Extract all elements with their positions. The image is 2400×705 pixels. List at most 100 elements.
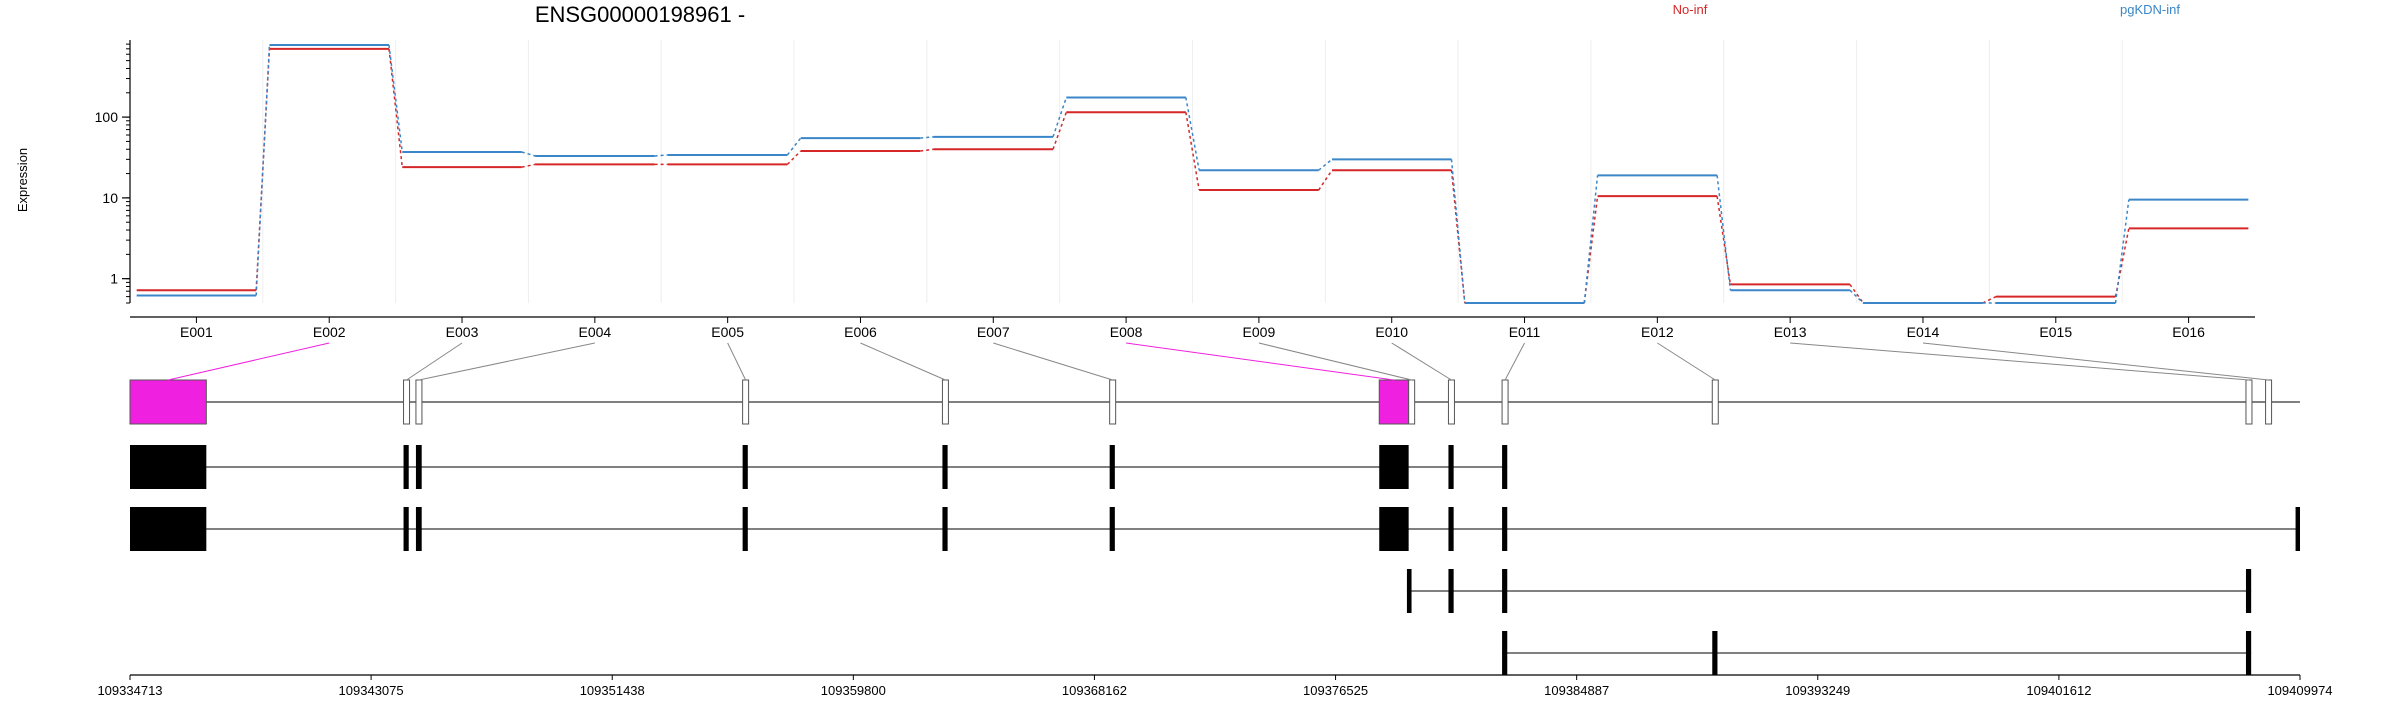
y-tick-label: 10 (102, 190, 118, 206)
transcript-row (130, 507, 2300, 551)
exon-connector (1657, 342, 1716, 381)
genome-tick-label: 109368162 (1062, 683, 1127, 698)
data-connector (654, 154, 668, 157)
transcript-exon (1406, 569, 1412, 613)
transcript-row (1406, 569, 2252, 613)
exon-block (129, 379, 207, 425)
chart-title: ENSG00000198961 - (535, 2, 745, 27)
transcript-exon (942, 507, 948, 551)
genome-tick-label: 109384887 (1544, 683, 1609, 698)
transcript-exon (130, 507, 207, 551)
x-tick-label: E010 (1375, 324, 1408, 340)
genome-tick-label: 109409974 (2267, 683, 2332, 698)
transcript-exon (2245, 569, 2252, 613)
transcript-exon (1379, 507, 1409, 551)
transcript-exon (415, 445, 422, 489)
x-tick-label: E002 (313, 324, 346, 340)
data-connector (2114, 199, 2130, 304)
data-connector (1318, 158, 1333, 171)
genome-tick-label: 109401612 (2026, 683, 2091, 698)
data-connector (1052, 111, 1068, 150)
legend-entry-pgkdn-inf: pgKDN-inf (2120, 2, 2180, 17)
transcript-exon (1502, 569, 1508, 613)
x-tick-label: E003 (446, 324, 479, 340)
exon-connector (993, 342, 1113, 381)
genome-tick-label: 109334713 (97, 683, 162, 698)
x-tick-label: E006 (844, 324, 877, 340)
data-connector (920, 136, 934, 139)
exon-connector (1922, 342, 2269, 381)
exon-block (1408, 379, 1416, 425)
data-connector (1716, 196, 1732, 285)
data-connector (521, 163, 536, 168)
exon-block (1109, 379, 1117, 425)
x-tick-label: E015 (2039, 324, 2072, 340)
transcript-exon (742, 445, 748, 489)
data-connector (1450, 170, 1466, 304)
data-connector (1185, 112, 1200, 191)
data-connector (1716, 175, 1732, 291)
transcript-exon (1448, 569, 1454, 613)
exon-connector (1790, 342, 2250, 381)
transcript-exon (742, 507, 748, 551)
x-tick-label: E014 (1907, 324, 1940, 340)
genome-tick-label: 109376525 (1303, 683, 1368, 698)
exon-block (1711, 379, 1719, 425)
genome-tick-label: 109343075 (339, 683, 404, 698)
data-connector (1982, 295, 1997, 304)
exon-block (1447, 379, 1455, 425)
y-axis-label: Expression (15, 148, 30, 212)
transcript-exon (1109, 445, 1115, 489)
data-connector (1052, 97, 1068, 138)
transcript-exon (2245, 631, 2252, 675)
transcript-exon (403, 445, 409, 489)
transcript-exon (1502, 445, 1508, 489)
transcript-exon (1502, 631, 1508, 675)
x-tick-label: E012 (1641, 324, 1674, 340)
transcript-exon (1712, 631, 1718, 675)
data-connector (521, 151, 536, 157)
exon-block (1501, 379, 1509, 425)
transcript-exon (1502, 507, 1508, 551)
x-tick-label: E001 (180, 324, 213, 340)
genome-tick-label: 109393249 (1785, 683, 1850, 698)
exon-block (1378, 379, 1410, 425)
transcript-exon (942, 445, 948, 489)
x-tick-label: E004 (578, 324, 611, 340)
x-tick-label: E009 (1243, 324, 1276, 340)
exon-connector (1504, 342, 1525, 381)
exon-block (742, 379, 750, 425)
x-tick-label: E016 (2172, 324, 2205, 340)
data-connector (388, 48, 404, 168)
series-pgkdn-inf (136, 44, 2249, 304)
exon-connector (406, 342, 463, 381)
y-tick-label: 1 (110, 271, 118, 287)
transcript-exon (1448, 445, 1454, 489)
exon-block (2245, 379, 2253, 425)
y-tick-label: 100 (95, 109, 119, 125)
data-connector (1318, 169, 1333, 191)
gene-model-track: 109334713 109343075 109351438 109359800 1093… (97, 342, 2333, 698)
transcript-exon (130, 445, 207, 489)
exon-connector (168, 342, 330, 381)
data-connector (920, 148, 934, 152)
exon-block (941, 379, 949, 425)
x-tick-label: E013 (1774, 324, 1807, 340)
transcript-row (1502, 631, 2252, 675)
genome-tick-label: 109359800 (821, 683, 886, 698)
data-connector (1450, 159, 1466, 304)
x-tick-label: E011 (1509, 324, 1541, 340)
transcript-row (130, 445, 1508, 489)
exon-connector (727, 342, 747, 381)
x-tick-label: E007 (977, 324, 1010, 340)
transcript-exon (403, 507, 409, 551)
exon-connector (1258, 342, 1412, 381)
transcript-exon (1109, 507, 1115, 551)
exon-connector (1391, 342, 1452, 381)
exon-block (2265, 379, 2273, 425)
exon-block (403, 379, 411, 425)
x-tick-label: E005 (711, 324, 744, 340)
data-connector (1185, 97, 1200, 171)
exon-connector (418, 342, 595, 381)
